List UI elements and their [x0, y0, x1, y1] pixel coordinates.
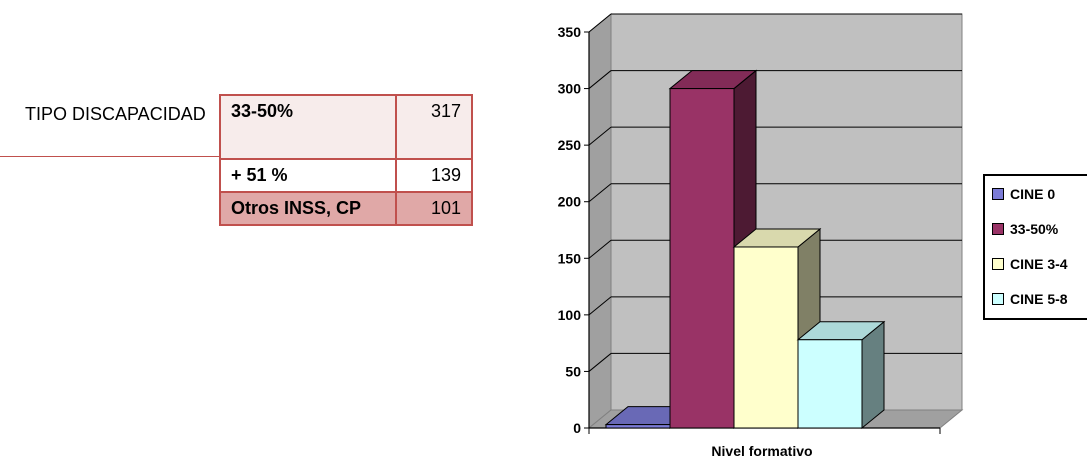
gridline-side	[588, 296, 612, 316]
y-tick-label: 300	[558, 81, 582, 97]
legend-swatch	[992, 223, 1004, 235]
y-tick-label: 350	[558, 24, 582, 40]
table-cell-category: 33-50%	[219, 94, 397, 160]
gridline-side	[588, 353, 612, 372]
y-tick-label: 0	[573, 420, 581, 436]
table-cell-value: 139	[395, 158, 473, 193]
table-cell-value: 101	[395, 191, 473, 226]
table-row: Otros INSS, CP 101	[219, 191, 473, 226]
table-row-label: TIPO DISCAPACIDAD	[25, 104, 206, 124]
bar	[605, 424, 671, 429]
bar	[797, 339, 863, 429]
legend-label: CINE 5-8	[1010, 291, 1068, 307]
plot-side-wall	[588, 12, 612, 430]
x-axis-label: Nivel formativo	[711, 443, 812, 459]
gridline-side	[588, 239, 612, 259]
gridline-side	[588, 183, 612, 203]
y-tick-label: 200	[558, 194, 582, 210]
bar	[733, 246, 799, 429]
y-tick-label: 50	[565, 363, 581, 379]
legend-label: 33-50%	[1010, 221, 1059, 237]
legend-item: CINE 5-8	[992, 289, 1068, 309]
bar	[669, 88, 735, 429]
table-row: + 51 % 139	[219, 158, 473, 193]
legend-label: CINE 3-4	[1010, 256, 1068, 272]
legend-item: 33-50%	[992, 219, 1058, 239]
legend-swatch	[992, 293, 1004, 305]
label-underline	[0, 156, 220, 157]
table-row: 33-50% 317	[219, 94, 473, 160]
legend-swatch	[992, 258, 1004, 270]
gridline-side	[588, 13, 612, 33]
legend-label: CINE 0	[1010, 186, 1056, 202]
table-cell-category: + 51 %	[219, 158, 397, 193]
y-tick-label: 150	[558, 250, 582, 266]
gridline-side	[588, 70, 612, 89]
y-tick-label: 100	[558, 307, 582, 323]
legend-swatch	[992, 188, 1004, 200]
legend-item: CINE 3-4	[992, 254, 1068, 274]
y-tick-label: 250	[558, 137, 582, 153]
chart-legend: CINE 0 33-50% CINE 3-4 CINE 5-8	[983, 174, 1087, 320]
table-cell-category: Otros INSS, CP	[219, 191, 397, 226]
data-table: 33-50% 317 + 51 % 139 Otros INSS, CP 101	[219, 94, 473, 226]
legend-item: CINE 0	[992, 184, 1055, 204]
table-cell-value: 317	[395, 94, 473, 160]
gridline-side	[588, 126, 612, 146]
